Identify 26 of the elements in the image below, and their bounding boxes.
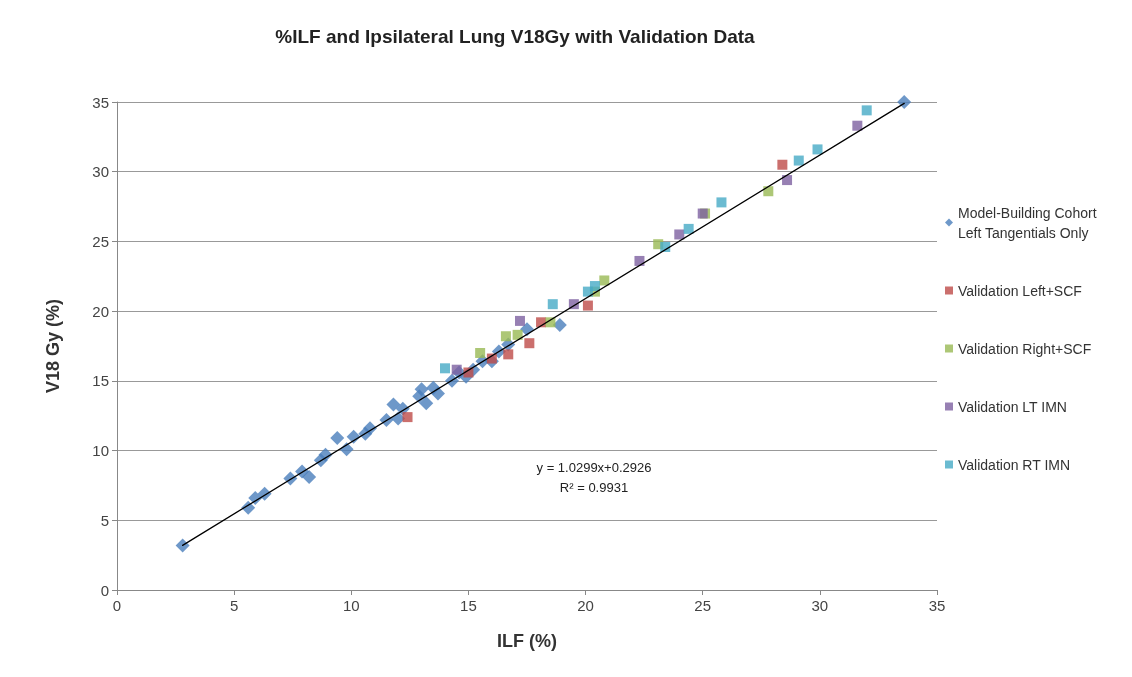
x-tick-label: 15 — [460, 597, 477, 614]
y-tick-label: 20 — [92, 302, 109, 320]
chart-title: %ILF and Ipsilateral Lung V18Gy with Validation Data — [275, 26, 756, 47]
y-tick-label: 0 — [100, 581, 109, 599]
legend-label: Validation LT IMN — [958, 398, 1067, 415]
x-tick-label: 25 — [694, 597, 712, 614]
legend-label: Validation Left+SCF — [958, 282, 1082, 299]
y-tick-label: 10 — [92, 442, 109, 460]
legend-label: Model-Building Cohort Left Tangentials Only — [958, 204, 1101, 241]
y-tick-label: 5 — [100, 511, 109, 529]
x-tick-label: 30 — [811, 597, 829, 614]
x-tick-label: 5 — [229, 597, 239, 614]
x-tick-label: 0 — [112, 597, 122, 614]
y-axis-title: V18 Gy (%) — [43, 298, 63, 394]
y-tick-label: 25 — [92, 232, 109, 250]
x-tick-label: 20 — [577, 597, 594, 614]
x-axis-title: ILF (%) — [497, 631, 557, 651]
annotation: y = 1.0299x+0.2926 — [536, 459, 652, 475]
x-tick-label: 10 — [342, 597, 360, 614]
x-tick-label: 35 — [928, 597, 946, 614]
y-tick-label: 35 — [92, 93, 109, 111]
legend-label: Validation RT IMN — [958, 456, 1071, 473]
y-tick-label: 15 — [92, 372, 109, 390]
y-tick-label: 30 — [92, 163, 109, 181]
annotation: R² = 0.9931 — [559, 479, 629, 495]
legend-label: Validation Right+SCF — [958, 340, 1092, 357]
